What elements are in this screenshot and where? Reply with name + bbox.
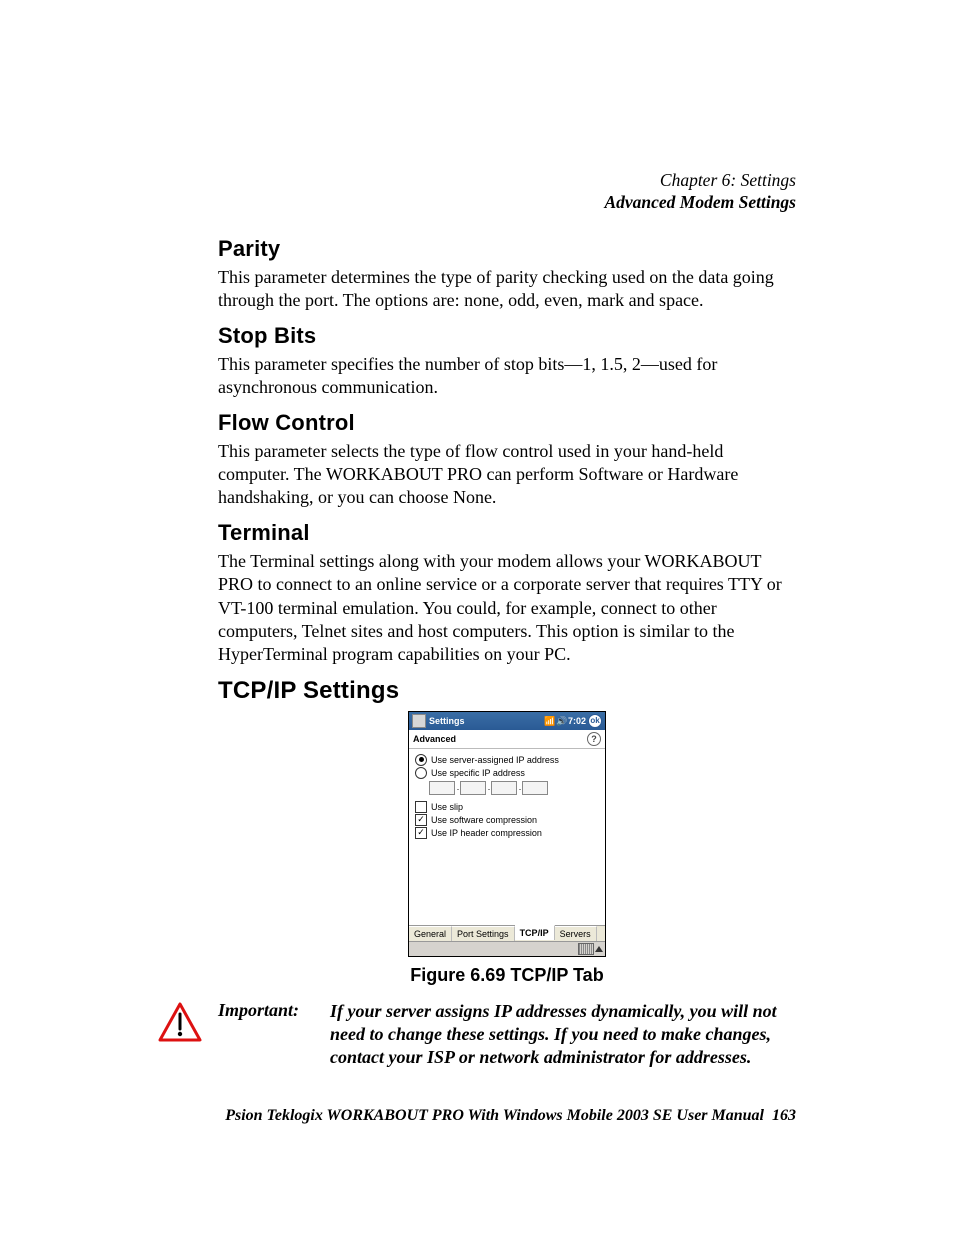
page-number: 163 bbox=[772, 1107, 796, 1124]
page-footer: Psion Teklogix WORKABOUT PRO With Window… bbox=[225, 1107, 796, 1125]
warning-icon bbox=[158, 1002, 202, 1042]
section-parity: Parity This parameter determines the typ… bbox=[218, 236, 796, 313]
checkbox-software-compression[interactable]: Use software compression bbox=[415, 814, 599, 826]
ip-octet bbox=[522, 781, 548, 795]
clock: 7:02 bbox=[568, 716, 586, 726]
subheading-bar: Advanced ? bbox=[409, 730, 605, 749]
ip-octet bbox=[429, 781, 455, 795]
body-parity: This parameter determines the type of pa… bbox=[218, 266, 796, 313]
heading-parity: Parity bbox=[218, 236, 796, 262]
footer-text: Psion Teklogix WORKABOUT PRO With Window… bbox=[225, 1107, 764, 1124]
section-flow-control: Flow Control This parameter selects the … bbox=[218, 410, 796, 510]
tab-tcpip[interactable]: TCP/IP bbox=[515, 925, 555, 940]
sip-bar bbox=[409, 941, 605, 956]
screenshot-tcpip-tab: Settings 7:02 ok Advanced ? bbox=[408, 711, 606, 957]
window-titlebar: Settings 7:02 ok bbox=[409, 712, 605, 730]
volume-icon bbox=[556, 716, 566, 726]
tab-servers[interactable]: Servers bbox=[555, 926, 597, 941]
body-stop-bits: This parameter specifies the number of s… bbox=[218, 353, 796, 400]
heading-stop-bits: Stop Bits bbox=[218, 323, 796, 349]
ip-octet bbox=[460, 781, 486, 795]
radio-server-ip[interactable]: Use server-assigned IP address bbox=[415, 754, 599, 766]
signal-icon bbox=[544, 716, 554, 726]
subheading-text: Advanced bbox=[413, 734, 456, 744]
radio-icon bbox=[415, 767, 427, 779]
sip-arrow-icon[interactable] bbox=[595, 946, 603, 952]
tab-bar: General Port Settings TCP/IP Servers bbox=[409, 925, 605, 941]
figure-caption: Figure 6.69 TCP/IP Tab bbox=[218, 965, 796, 986]
tab-port-settings[interactable]: Port Settings bbox=[452, 926, 515, 941]
help-icon[interactable]: ? bbox=[587, 732, 601, 746]
heading-terminal: Terminal bbox=[218, 520, 796, 546]
checkbox-label: Use IP header compression bbox=[431, 828, 542, 838]
checkbox-label: Use software compression bbox=[431, 815, 537, 825]
body-terminal: The Terminal settings along with your mo… bbox=[218, 550, 796, 667]
checkbox-header-compression[interactable]: Use IP header compression bbox=[415, 827, 599, 839]
keyboard-icon[interactable] bbox=[578, 943, 594, 955]
window-icon bbox=[412, 714, 426, 728]
checkbox-icon bbox=[415, 801, 427, 813]
window-title: Settings bbox=[429, 716, 541, 726]
page-content: Parity This parameter determines the typ… bbox=[218, 236, 796, 1070]
body-flow-control: This parameter selects the type of flow … bbox=[218, 440, 796, 510]
ip-octet bbox=[491, 781, 517, 795]
page-header: Chapter 6: Settings Advanced Modem Setti… bbox=[604, 170, 796, 214]
checkbox-label: Use slip bbox=[431, 802, 463, 812]
radio-icon bbox=[415, 754, 427, 766]
important-note: Important: If your server assigns IP add… bbox=[158, 1000, 796, 1070]
note-text: If your server assigns IP addresses dyna… bbox=[330, 1000, 796, 1070]
figure-tcpip: Settings 7:02 ok Advanced ? bbox=[218, 711, 796, 986]
ip-address-field[interactable]: ... bbox=[429, 781, 599, 795]
section-terminal: Terminal The Terminal settings along wit… bbox=[218, 520, 796, 667]
section-tcpip: TCP/IP Settings Settings 7:02 ok bbox=[218, 677, 796, 1070]
tab-general[interactable]: General bbox=[409, 926, 452, 941]
radio-label: Use server-assigned IP address bbox=[431, 755, 559, 765]
heading-flow-control: Flow Control bbox=[218, 410, 796, 436]
note-label: Important: bbox=[218, 1000, 314, 1021]
header-section: Advanced Modem Settings bbox=[604, 192, 796, 214]
header-chapter: Chapter 6: Settings bbox=[604, 170, 796, 192]
section-stop-bits: Stop Bits This parameter specifies the n… bbox=[218, 323, 796, 400]
heading-tcpip: TCP/IP Settings bbox=[218, 677, 796, 705]
checkbox-icon bbox=[415, 827, 427, 839]
ok-button[interactable]: ok bbox=[588, 714, 602, 728]
radio-label: Use specific IP address bbox=[431, 768, 525, 778]
dialog-body: Use server-assigned IP address Use speci… bbox=[409, 749, 605, 925]
checkbox-use-slip[interactable]: Use slip bbox=[415, 801, 599, 813]
radio-specific-ip[interactable]: Use specific IP address bbox=[415, 767, 599, 779]
status-icons: 7:02 ok bbox=[544, 714, 602, 728]
checkbox-icon bbox=[415, 814, 427, 826]
page: Chapter 6: Settings Advanced Modem Setti… bbox=[0, 0, 954, 1235]
